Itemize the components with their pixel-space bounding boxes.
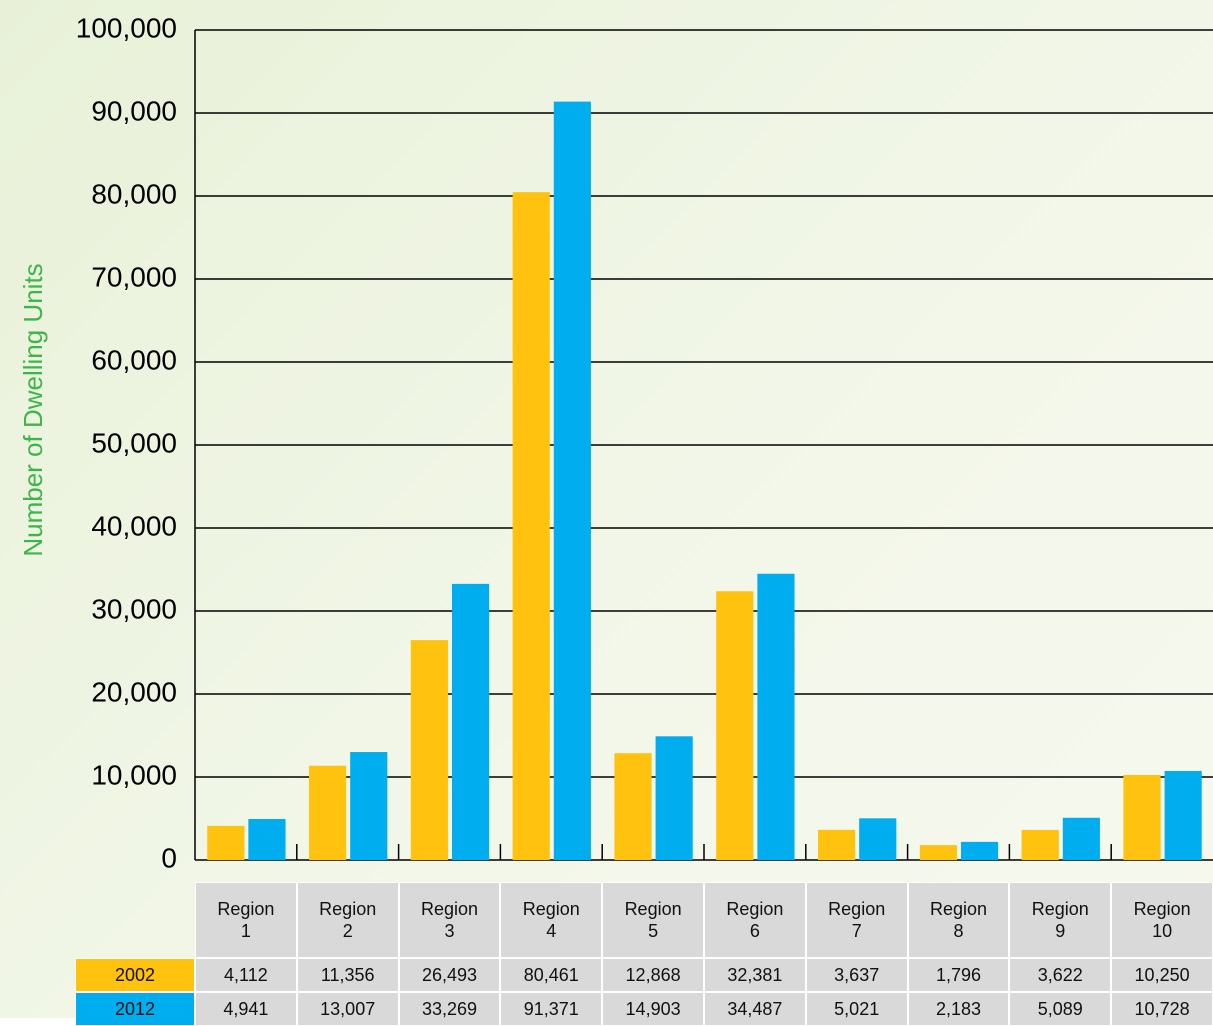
bar (350, 752, 388, 860)
table-value-text: 4,112 (224, 964, 268, 985)
table-value: 4,941 (195, 992, 297, 1026)
table-value: 10,250 (1111, 958, 1213, 992)
table-value-text: 3,637 (834, 964, 880, 985)
legend-cell: 2002 (75, 958, 195, 992)
table-value-text: 32,381 (727, 964, 783, 985)
bar (512, 192, 550, 860)
y-tick-label: 20,000 (91, 676, 177, 707)
table-value: 1,796 (907, 958, 1010, 992)
bar (960, 841, 999, 860)
bar (248, 818, 286, 860)
bar (919, 845, 957, 860)
table-value-text: 10,728 (1134, 998, 1190, 1019)
chart: Number of Dwelling Units 0 10,000 20,000 30… (18, 12, 1213, 873)
bar (1062, 817, 1100, 860)
y-tick-label: 50,000 (91, 427, 177, 458)
table-header-text: Region 4 (522, 899, 580, 941)
table-value-text: 2,183 (935, 998, 982, 1019)
legend-cell: 2012 (75, 992, 195, 1026)
table-value: 3,637 (805, 958, 908, 992)
y-tick-label: 80,000 (91, 178, 177, 209)
bar (716, 591, 754, 860)
table-value-text: 34,487 (727, 998, 783, 1019)
table-header: Region 6 (704, 882, 806, 958)
table-value-text: 4,941 (223, 998, 269, 1019)
table-value-text: 91,371 (523, 998, 579, 1019)
table-value-text: 5,089 (1037, 998, 1083, 1019)
y-axis-label: Number of Dwelling Units (18, 263, 48, 556)
table-value: 33,269 (398, 992, 501, 1026)
table-value-text: 80,461 (523, 964, 579, 985)
bar (655, 736, 693, 860)
table-header: Region 1 (195, 882, 297, 958)
table-value-text: 11,356 (320, 964, 375, 985)
table-header: Region 10 (1111, 882, 1213, 958)
table-header-text: Region 10 (1133, 899, 1191, 941)
table-value: 13,007 (296, 992, 399, 1026)
table-header-text: Region 3 (420, 899, 479, 941)
table-value: 32,381 (704, 958, 806, 992)
table-header-text: Region 8 (929, 899, 988, 941)
y-tick-label: 90,000 (91, 95, 177, 126)
table-value: 26,493 (398, 958, 501, 992)
bar (757, 573, 795, 860)
table-header-text: Region 9 (1031, 899, 1089, 941)
table-value: 5,089 (1009, 992, 1112, 1026)
table-value: 14,903 (602, 992, 704, 1026)
table-header-text: Region 7 (828, 899, 886, 941)
bar (614, 753, 652, 860)
table-value: 91,371 (500, 992, 603, 1026)
table-value: 2,183 (907, 992, 1010, 1026)
legend-cell-text: 2002 (114, 964, 156, 985)
table-header: Region 8 (907, 882, 1010, 958)
bar (859, 818, 897, 860)
bar (1123, 774, 1161, 860)
table-header-text: Region 5 (624, 899, 682, 941)
table-value-text: 13,007 (320, 998, 376, 1019)
table-value-text: 3,622 (1037, 964, 1083, 985)
bar (1164, 770, 1202, 860)
y-tick-label: 10,000 (91, 759, 177, 790)
table-value: 10,728 (1111, 992, 1213, 1026)
table-value: 5,021 (805, 992, 908, 1026)
bar (207, 825, 245, 860)
y-tick-label: 60,000 (91, 344, 177, 375)
table-value-text: 12,868 (625, 964, 681, 985)
y-tick-label: 30,000 (91, 593, 177, 624)
bar (818, 829, 856, 860)
table-value-text: 1,796 (935, 964, 982, 985)
table-header: Region 4 (500, 882, 603, 958)
y-tick-label: 100,000 (76, 12, 177, 43)
bar (553, 101, 591, 860)
bar (451, 583, 490, 860)
table-value-text: 26,493 (421, 964, 478, 985)
table-header: Region 7 (805, 882, 908, 958)
table-value-text: 14,903 (625, 998, 681, 1019)
table-header: Region 5 (602, 882, 704, 958)
legend-cell-text: 2012 (114, 998, 156, 1019)
table-header-text: Region 1 (217, 899, 275, 941)
y-tick-label: 40,000 (91, 510, 177, 541)
table-value: 3,622 (1009, 958, 1112, 992)
bar (410, 640, 448, 860)
bar (309, 765, 347, 860)
bar (1021, 829, 1059, 860)
table-value: 34,487 (704, 992, 806, 1026)
table-header: Region 2 (296, 882, 399, 958)
table-value-text: 33,269 (421, 998, 478, 1019)
y-tick-label: 70,000 (91, 261, 177, 292)
table-value-text: 10,250 (1134, 964, 1190, 985)
table-value: 11,356 (296, 958, 399, 992)
table-value: 4,112 (195, 958, 297, 992)
table-header: Region 9 (1009, 882, 1112, 958)
y-tick-label: 0 (161, 842, 177, 873)
table-header-text: Region 2 (319, 899, 377, 941)
table-header-text: Region 6 (726, 899, 784, 941)
table-header: Region 3 (398, 882, 501, 958)
table-value: 80,461 (500, 958, 603, 992)
table-value-text: 5,021 (834, 998, 880, 1019)
table-value: 12,868 (602, 958, 704, 992)
